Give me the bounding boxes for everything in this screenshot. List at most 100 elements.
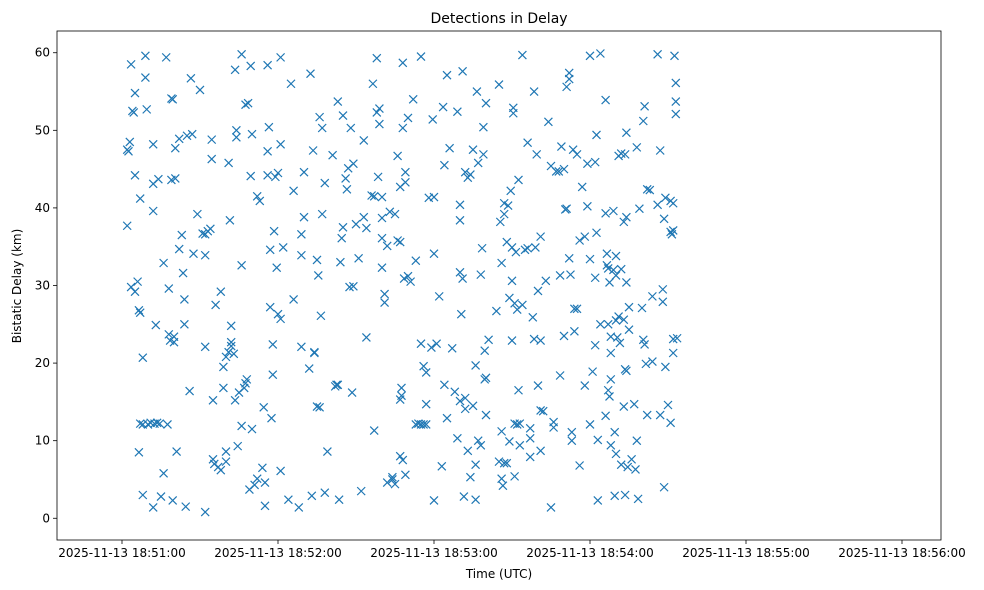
data-point [335,257,345,267]
data-point [138,353,148,363]
data-point [276,52,286,62]
data-point [140,51,150,61]
data-point [237,421,247,431]
data-point [179,295,189,304]
y-tick-label: 20 [35,356,50,370]
data-point [460,393,470,403]
data-point [354,253,364,263]
data-point [473,436,483,446]
y-tick-label: 50 [35,123,50,137]
data-point [224,158,234,168]
data-point [247,424,257,434]
data-point [585,254,595,264]
x-tick-label: 2025-11-13 18:54:00 [526,546,653,560]
data-point [458,66,468,76]
x-tick-label: 2025-11-13 18:53:00 [370,546,497,560]
data-point [619,315,629,325]
data-point [299,167,309,177]
data-point [605,392,614,401]
data-point [155,419,165,429]
data-point [533,381,543,391]
data-point [312,402,322,411]
data-point [296,229,306,239]
data-point [400,177,410,187]
plot-frame [56,30,942,541]
data-point [426,343,436,352]
data-point [546,502,556,512]
data-point [374,104,384,114]
data-point [564,68,574,78]
data-point [627,454,637,464]
data-point [478,122,488,132]
data-point [484,335,494,345]
data-point [495,217,505,227]
data-point [400,167,410,177]
data-point [559,164,569,174]
data-point [529,87,539,96]
data-point [411,256,421,266]
data-point [663,400,673,410]
data-point [653,200,663,210]
data-point [566,270,575,280]
data-point [647,291,657,301]
data-point [126,59,136,69]
data-point [265,302,275,312]
data-point [497,474,507,484]
data-point [666,227,676,237]
data-point [502,458,512,468]
data-point [369,426,379,436]
data-point [195,85,205,95]
data-point [580,232,590,242]
data-point [640,340,650,349]
data-point [595,319,605,329]
data-point [170,143,180,153]
data-point [655,410,665,420]
data-point [169,337,179,347]
y-tick-label: 60 [35,46,50,60]
data-point [569,326,579,336]
data-point [159,258,169,268]
data-point [442,413,452,423]
data-point [192,209,202,219]
data-point [342,184,352,194]
data-point [419,419,429,429]
data-point [231,125,241,135]
data-point [429,192,439,202]
data-point [632,436,642,446]
data-point [529,334,539,344]
data-point [611,449,621,459]
chart-title: Detections in Delay [430,11,567,27]
data-point [351,219,361,229]
data-point [337,233,347,243]
data-point [442,70,452,80]
data-point [659,482,669,492]
markers-layer [122,49,682,517]
data-point [582,201,592,211]
data-point [590,340,600,350]
data-point [585,419,595,429]
data-point [122,221,132,231]
data-point [148,139,158,149]
data-point [666,418,676,428]
data-point [387,472,397,482]
data-point [231,132,241,142]
data-point [514,385,523,395]
data-point [439,380,449,390]
data-point [130,287,140,297]
data-point [620,149,630,159]
data-point [621,212,631,222]
data-point [515,440,525,450]
data-point [572,304,582,314]
data-point [508,103,518,113]
data-point [273,309,283,319]
data-point [241,100,250,110]
data-point [507,336,517,346]
data-point [471,360,481,370]
data-point [368,79,378,89]
data-point [130,170,140,180]
data-point [276,466,286,476]
data-point [185,386,195,396]
data-point [317,123,327,133]
data-point [520,245,530,255]
data-point [221,447,231,456]
